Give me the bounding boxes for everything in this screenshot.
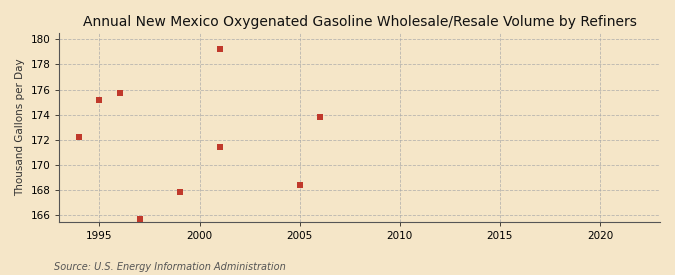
Title: Annual New Mexico Oxygenated Gasoline Wholesale/Resale Volume by Refiners: Annual New Mexico Oxygenated Gasoline Wh… [83, 15, 637, 29]
Text: Source: U.S. Energy Information Administration: Source: U.S. Energy Information Administ… [54, 262, 286, 272]
Point [114, 91, 125, 95]
Point [294, 183, 305, 188]
Point [214, 145, 225, 150]
Point [74, 135, 85, 140]
Point [315, 115, 325, 119]
Y-axis label: Thousand Gallons per Day: Thousand Gallons per Day [15, 59, 25, 196]
Point [134, 217, 145, 221]
Point [94, 97, 105, 102]
Point [214, 47, 225, 51]
Point [174, 189, 185, 194]
